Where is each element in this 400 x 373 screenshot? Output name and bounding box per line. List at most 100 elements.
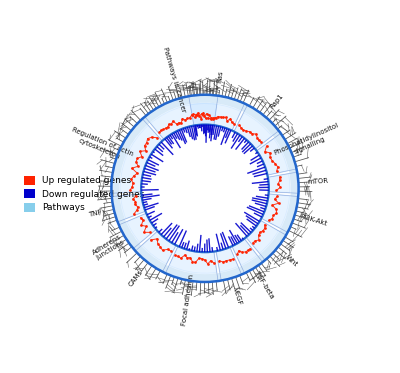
Point	[129, 184, 135, 190]
Point	[134, 204, 141, 210]
Point	[196, 113, 202, 119]
Point	[192, 260, 199, 266]
Point	[234, 251, 240, 257]
Point	[202, 257, 208, 263]
Point	[182, 252, 188, 258]
Point	[269, 216, 276, 222]
Point	[264, 143, 270, 149]
Point	[252, 238, 258, 244]
Point	[193, 112, 199, 118]
Point	[198, 111, 205, 117]
Point	[227, 116, 234, 122]
Text: Pathways in cancer: Pathways in cancer	[162, 47, 186, 113]
Point	[208, 115, 214, 121]
Point	[275, 181, 281, 187]
Point	[132, 201, 138, 207]
Point	[144, 140, 150, 145]
Point	[178, 120, 184, 126]
Point	[277, 184, 284, 190]
Point	[160, 126, 167, 132]
Point	[245, 247, 251, 253]
Point	[258, 139, 265, 145]
Point	[139, 154, 145, 160]
Point	[194, 112, 200, 118]
Text: mTOR: mTOR	[307, 178, 328, 185]
Text: CAMs: CAMs	[128, 269, 144, 287]
Point	[247, 245, 254, 251]
Point	[137, 214, 144, 220]
Point	[272, 160, 278, 166]
Point	[243, 128, 250, 134]
Point	[218, 114, 224, 120]
Point	[134, 207, 140, 213]
Circle shape	[141, 125, 269, 252]
Point	[273, 210, 280, 216]
Point	[204, 261, 211, 267]
Point	[224, 118, 230, 124]
Point	[142, 148, 149, 154]
Point	[262, 225, 268, 231]
Point	[210, 116, 216, 122]
Point	[276, 200, 282, 206]
Point	[135, 163, 141, 169]
Point	[127, 188, 133, 194]
Point	[246, 129, 253, 135]
Point	[220, 259, 226, 265]
Point	[267, 154, 273, 160]
Point	[242, 249, 249, 255]
Point	[253, 131, 259, 137]
Point	[134, 156, 140, 162]
Wedge shape	[216, 247, 238, 272]
Point	[204, 111, 210, 117]
Point	[133, 193, 139, 199]
Point	[129, 165, 135, 171]
Point	[265, 217, 272, 223]
Wedge shape	[142, 231, 176, 264]
Point	[184, 116, 191, 122]
Point	[220, 114, 226, 120]
Point	[205, 115, 212, 121]
Point	[239, 249, 246, 255]
Point	[192, 115, 198, 120]
Point	[130, 196, 136, 202]
Point	[162, 125, 169, 131]
Point	[166, 121, 172, 127]
Point	[175, 254, 182, 260]
Point	[256, 137, 262, 143]
Point	[154, 135, 160, 141]
Point	[144, 136, 151, 142]
Text: TNF: TNF	[88, 209, 102, 218]
Text: Phosphatidylinositol
signalling: Phosphatidylinositol signalling	[273, 122, 343, 163]
Wedge shape	[169, 246, 217, 273]
Point	[137, 148, 143, 154]
Point	[143, 223, 150, 229]
Point	[276, 174, 283, 180]
Point	[203, 116, 209, 122]
Text: PI3K-Akt: PI3K-Akt	[299, 213, 328, 227]
Point	[256, 237, 262, 243]
Circle shape	[120, 103, 290, 273]
Point	[157, 244, 163, 250]
Point	[155, 241, 161, 247]
Point	[267, 150, 273, 156]
Text: Focal adhesion: Focal adhesion	[182, 274, 195, 326]
Point	[249, 131, 255, 137]
Point	[147, 229, 153, 235]
Point	[186, 115, 193, 121]
Point	[230, 256, 236, 262]
Point	[270, 213, 277, 219]
Point	[200, 110, 206, 116]
Point	[226, 257, 233, 263]
Point	[262, 222, 268, 228]
Point	[142, 143, 148, 149]
Point	[130, 180, 136, 186]
Point	[255, 232, 262, 238]
Point	[174, 121, 180, 127]
Point	[172, 253, 178, 258]
Point	[198, 116, 204, 122]
Point	[164, 124, 171, 130]
Point	[257, 229, 263, 235]
Text: TGF-beta: TGF-beta	[253, 269, 275, 300]
Point	[159, 247, 166, 253]
Point	[272, 196, 278, 202]
